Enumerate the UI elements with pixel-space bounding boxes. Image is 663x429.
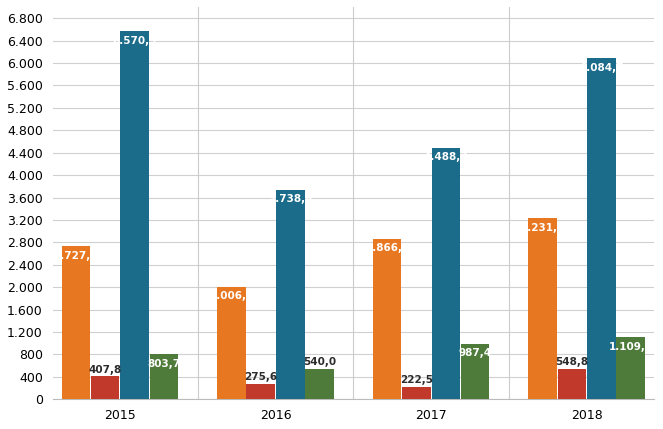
Bar	[305, 369, 334, 399]
Text: 4.488,7: 4.488,7	[424, 152, 468, 162]
Bar	[276, 190, 304, 399]
Text: 2.006,4: 2.006,4	[210, 291, 254, 301]
Bar	[150, 354, 178, 399]
Bar	[217, 287, 246, 399]
Text: 2.727,7: 2.727,7	[54, 251, 98, 261]
Text: 540,0: 540,0	[303, 357, 336, 367]
Text: 548,8: 548,8	[555, 357, 588, 367]
Bar	[247, 384, 275, 399]
Text: 6.084,7: 6.084,7	[579, 63, 624, 73]
Text: 2.866,8: 2.866,8	[365, 243, 409, 253]
Text: 407,8: 407,8	[89, 365, 122, 375]
Bar	[432, 148, 460, 399]
Text: 987,4: 987,4	[459, 348, 492, 359]
Bar	[373, 239, 401, 399]
Bar	[62, 246, 90, 399]
Bar	[558, 369, 586, 399]
Text: 275,6: 275,6	[244, 372, 277, 382]
Bar	[617, 337, 645, 399]
Bar	[461, 344, 489, 399]
Text: 3.738,8: 3.738,8	[268, 194, 312, 204]
Bar	[402, 387, 430, 399]
Text: 222,5: 222,5	[400, 375, 433, 385]
Bar	[91, 377, 119, 399]
Text: 6.570,3: 6.570,3	[113, 36, 157, 45]
Text: 1.109,9: 1.109,9	[609, 341, 652, 352]
Bar	[587, 58, 616, 399]
Text: 3.231,3: 3.231,3	[520, 223, 565, 233]
Bar	[528, 218, 557, 399]
Text: 803,7: 803,7	[147, 359, 180, 369]
Bar	[121, 31, 149, 399]
